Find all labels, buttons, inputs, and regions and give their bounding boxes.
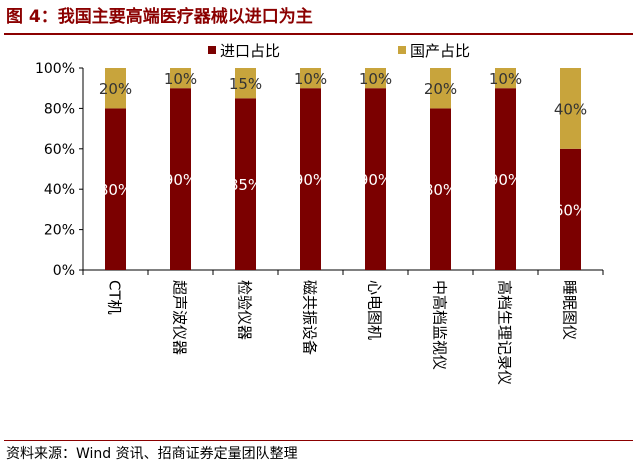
x-category-label: 检验仪器 xyxy=(236,280,254,340)
bar-import xyxy=(105,108,126,271)
x-category-label: 高档生理记录仪 xyxy=(496,280,514,385)
data-label-domestic: 15% xyxy=(229,75,262,93)
data-label-domestic: 10% xyxy=(489,70,522,88)
bar-import xyxy=(235,98,256,270)
source-note: 资料来源：Wind 资讯、招商证券定量团队整理 xyxy=(6,446,298,462)
legend-swatch-domestic xyxy=(398,46,406,54)
y-tick-label: 20% xyxy=(44,223,75,239)
footer-rule xyxy=(4,440,633,441)
y-tick-label: 100% xyxy=(35,61,75,77)
y-tick-label: 0% xyxy=(53,263,75,279)
y-tick-label: 60% xyxy=(44,142,75,158)
x-category-label: 磁共振设备 xyxy=(301,280,319,355)
bar-domestic xyxy=(170,68,191,89)
data-label-import: 90% xyxy=(294,171,327,189)
bar-domestic xyxy=(430,68,451,109)
data-label-import: 90% xyxy=(164,171,197,189)
data-label-domestic: 20% xyxy=(424,80,457,98)
bar-domestic xyxy=(105,68,126,109)
bar-domestic xyxy=(365,68,386,89)
data-label-domestic: 40% xyxy=(554,100,587,118)
legend-swatch-import xyxy=(208,46,216,54)
x-category-label: 睡眠图仪 xyxy=(561,280,579,340)
bar-import xyxy=(430,108,451,271)
data-label-domestic: 10% xyxy=(294,70,327,88)
title-rule xyxy=(4,33,633,35)
bar-domestic xyxy=(495,68,516,89)
x-category-label: 中高档监视仪 xyxy=(431,280,449,370)
bar-import xyxy=(365,88,386,270)
stacked-bar-chart: 进口占比 国产占比 0% 20% 40% 60% 80% 100% 80% 20% CT机 90%… xyxy=(35,42,604,385)
data-label-import: 90% xyxy=(359,171,392,189)
x-category-label: 超声波仪器 xyxy=(171,280,189,355)
data-label-import: 80% xyxy=(99,181,132,199)
data-label-domestic: 10% xyxy=(164,70,197,88)
bar-domestic xyxy=(300,68,321,89)
bar-domestic xyxy=(560,68,581,149)
data-label-domestic: 20% xyxy=(99,80,132,98)
bar-import xyxy=(170,88,191,270)
figure-title: 图 4：我国主要高端医疗器械以进口为主 xyxy=(6,7,313,27)
data-label-import: 80% xyxy=(424,181,457,199)
y-tick-label: 40% xyxy=(44,182,75,198)
legend: 进口占比 国产占比 xyxy=(208,42,470,60)
data-label-domestic: 10% xyxy=(359,70,392,88)
bar-import xyxy=(300,88,321,270)
y-tick-label: 80% xyxy=(44,101,75,117)
x-category-label: CT机 xyxy=(106,280,124,315)
plot-area: 0% 20% 40% 60% 80% 100% 80% 20% CT机 90% 10% 超声波仪器 85… xyxy=(35,61,604,385)
legend-label-domestic: 国产占比 xyxy=(410,42,470,60)
bar-import xyxy=(495,88,516,270)
bar-import xyxy=(560,148,581,270)
legend-label-import: 进口占比 xyxy=(220,42,280,60)
x-category-label: 心电图机 xyxy=(366,280,384,340)
data-label-import: 85% xyxy=(229,176,262,194)
data-label-import: 60% xyxy=(554,201,587,219)
bar-domestic xyxy=(235,68,256,99)
data-label-import: 90% xyxy=(489,171,522,189)
